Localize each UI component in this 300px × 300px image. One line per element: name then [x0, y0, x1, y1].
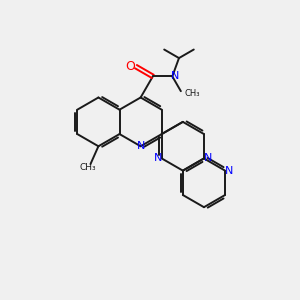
Text: N: N [136, 141, 145, 151]
Text: N: N [154, 153, 162, 164]
Text: N: N [203, 153, 212, 164]
Text: N: N [171, 71, 179, 81]
Text: CH₃: CH₃ [184, 88, 200, 98]
Text: CH₃: CH₃ [80, 163, 96, 172]
Text: O: O [125, 60, 135, 73]
Text: N: N [225, 166, 233, 176]
